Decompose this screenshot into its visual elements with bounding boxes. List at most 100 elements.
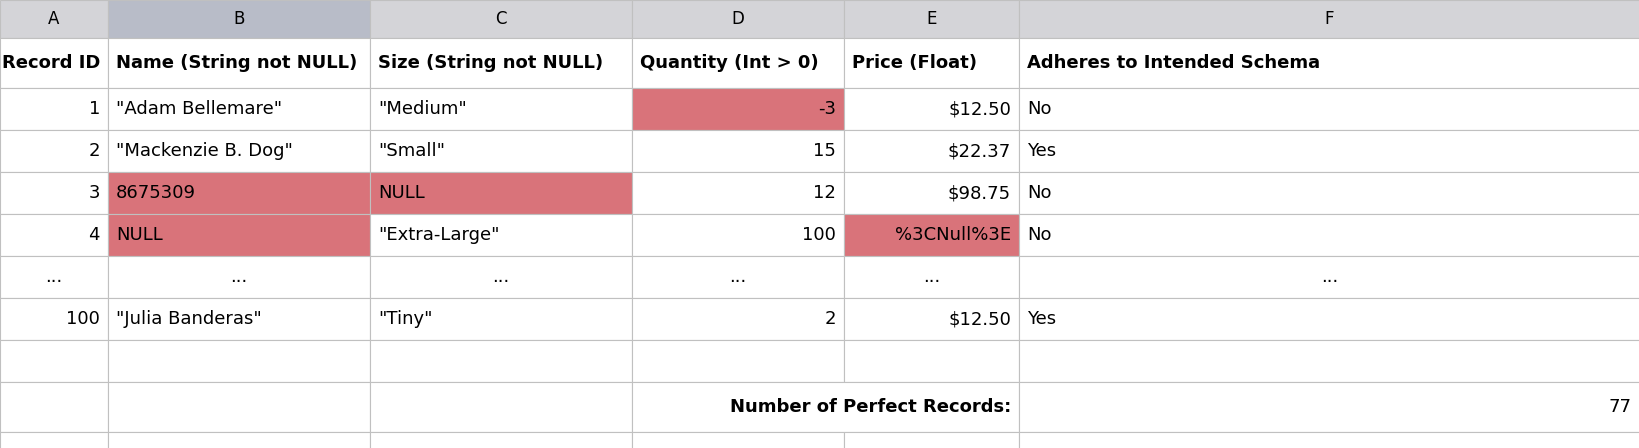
Text: $12.50: $12.50: [947, 100, 1010, 118]
Bar: [370, 382, 631, 432]
Bar: [370, 214, 631, 256]
Bar: [844, 432, 1018, 448]
Text: ...: ...: [46, 268, 62, 286]
Bar: [631, 340, 844, 382]
Text: 3: 3: [89, 184, 100, 202]
Bar: [1018, 88, 1639, 130]
Text: A: A: [48, 10, 59, 28]
Text: 2: 2: [89, 142, 100, 160]
Bar: [370, 432, 631, 448]
Bar: [108, 214, 370, 256]
Text: No: No: [1026, 226, 1051, 244]
Text: 77: 77: [1608, 398, 1631, 416]
Bar: [1018, 0, 1639, 38]
Bar: [844, 298, 1018, 340]
Bar: [108, 172, 370, 214]
Bar: [370, 172, 631, 214]
Text: 100: 100: [801, 226, 836, 244]
Text: 1: 1: [89, 100, 100, 118]
Text: NULL: NULL: [377, 184, 425, 202]
Text: Yes: Yes: [1026, 310, 1056, 328]
Bar: [844, 38, 1018, 88]
Text: 12: 12: [813, 184, 836, 202]
Bar: [631, 298, 844, 340]
Bar: [844, 340, 1018, 382]
Text: %3CNull%3E: %3CNull%3E: [895, 226, 1010, 244]
Text: E: E: [926, 10, 936, 28]
Bar: [108, 130, 370, 172]
Text: Record ID: Record ID: [2, 54, 100, 72]
Bar: [631, 130, 844, 172]
Text: C: C: [495, 10, 506, 28]
Bar: [844, 130, 1018, 172]
Text: Adheres to Intended Schema: Adheres to Intended Schema: [1026, 54, 1319, 72]
Text: "Mackenzie B. Dog": "Mackenzie B. Dog": [116, 142, 293, 160]
Bar: [370, 340, 631, 382]
Text: Yes: Yes: [1026, 142, 1056, 160]
Bar: [1018, 256, 1639, 298]
Bar: [1018, 130, 1639, 172]
Text: 15: 15: [813, 142, 836, 160]
Bar: [108, 298, 370, 340]
Bar: [1018, 432, 1639, 448]
Bar: [370, 88, 631, 130]
Bar: [0, 130, 108, 172]
Bar: [0, 38, 108, 88]
Text: Size (String not NULL): Size (String not NULL): [377, 54, 603, 72]
Bar: [108, 382, 370, 432]
Bar: [0, 88, 108, 130]
Bar: [108, 340, 370, 382]
Bar: [108, 432, 370, 448]
Bar: [1018, 340, 1639, 382]
Bar: [631, 0, 844, 38]
Bar: [108, 38, 370, 88]
Text: "Medium": "Medium": [377, 100, 467, 118]
Bar: [1018, 172, 1639, 214]
Text: -3: -3: [818, 100, 836, 118]
Bar: [631, 88, 844, 130]
Text: "Extra-Large": "Extra-Large": [377, 226, 500, 244]
Bar: [108, 88, 370, 130]
Text: Number of Perfect Records:: Number of Perfect Records:: [729, 398, 1010, 416]
Text: ...: ...: [923, 268, 939, 286]
Text: Quantity (Int > 0): Quantity (Int > 0): [639, 54, 818, 72]
Bar: [631, 214, 844, 256]
Text: ...: ...: [1319, 268, 1337, 286]
Bar: [0, 432, 108, 448]
Text: Price (Float): Price (Float): [852, 54, 977, 72]
Text: ...: ...: [729, 268, 746, 286]
Bar: [0, 172, 108, 214]
Bar: [1018, 214, 1639, 256]
Text: "Small": "Small": [377, 142, 444, 160]
Bar: [844, 214, 1018, 256]
Bar: [631, 256, 844, 298]
Text: $22.37: $22.37: [947, 142, 1010, 160]
Text: $98.75: $98.75: [947, 184, 1010, 202]
Bar: [1018, 298, 1639, 340]
Text: Name (String not NULL): Name (String not NULL): [116, 54, 357, 72]
Bar: [0, 0, 108, 38]
Text: F: F: [1324, 10, 1334, 28]
Text: ...: ...: [229, 268, 247, 286]
Bar: [844, 88, 1018, 130]
Bar: [0, 298, 108, 340]
Text: 4: 4: [89, 226, 100, 244]
Text: D: D: [731, 10, 744, 28]
Bar: [631, 172, 844, 214]
Bar: [631, 382, 1018, 432]
Text: 2: 2: [824, 310, 836, 328]
Bar: [370, 256, 631, 298]
Text: 100: 100: [66, 310, 100, 328]
Bar: [1018, 382, 1639, 432]
Text: "Tiny": "Tiny": [377, 310, 433, 328]
Bar: [0, 214, 108, 256]
Bar: [108, 256, 370, 298]
Bar: [844, 172, 1018, 214]
Bar: [0, 256, 108, 298]
Bar: [108, 0, 370, 38]
Text: 8675309: 8675309: [116, 184, 197, 202]
Bar: [370, 298, 631, 340]
Text: NULL: NULL: [116, 226, 162, 244]
Text: $12.50: $12.50: [947, 310, 1010, 328]
Text: B: B: [233, 10, 244, 28]
